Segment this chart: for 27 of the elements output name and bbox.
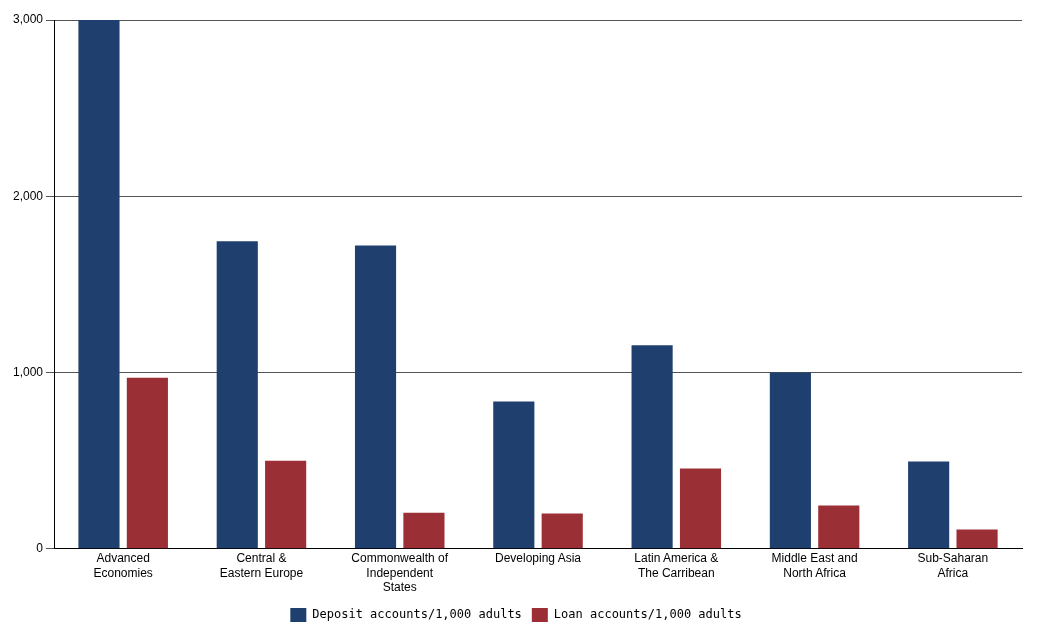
bar xyxy=(216,241,258,549)
bar xyxy=(541,513,583,549)
legend-label: Deposit accounts/1,000 adults xyxy=(312,607,522,622)
x-tick-label: Sub-Saharan Africa xyxy=(917,551,989,580)
y-tick-label: 3,000 xyxy=(13,12,44,27)
bar xyxy=(956,529,998,549)
bar xyxy=(78,20,120,549)
x-tick-label: Commonwealth of Independent States xyxy=(351,551,449,595)
x-tick-label: Middle East and North Africa xyxy=(771,551,858,580)
x-tick-label: Developing Asia xyxy=(494,551,582,566)
bar xyxy=(631,345,673,549)
y-tick-label: 2,000 xyxy=(13,188,44,203)
y-tick-label: 1,000 xyxy=(13,364,44,379)
bar xyxy=(354,245,397,549)
bar xyxy=(265,460,307,549)
bar xyxy=(126,377,168,549)
bar xyxy=(493,401,535,549)
x-tick-label: Central & Eastern Europe xyxy=(219,551,304,580)
bar xyxy=(679,468,722,549)
bar xyxy=(769,372,811,549)
x-tick-label: Advanced Economies xyxy=(93,551,153,580)
y-tick-label: 0 xyxy=(36,541,44,556)
legend-label: Loan accounts/1,000 adults xyxy=(553,607,742,622)
x-tick-label: Latin America & The Carribean xyxy=(634,551,719,580)
bar xyxy=(403,512,445,549)
bar xyxy=(908,461,950,549)
bar xyxy=(818,505,860,549)
